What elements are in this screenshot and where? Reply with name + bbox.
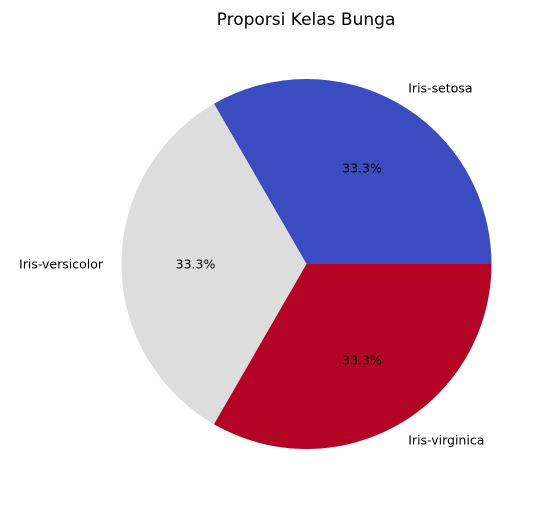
pie-slices [121,78,492,449]
pie-slice-iris-versicolor [121,103,307,425]
chart-title: Proporsi Kelas Bunga [217,10,396,30]
slice-label-iris-setosa: Iris-setosa [408,80,472,95]
pie-slice-iris-setosa [214,78,492,264]
pct-label-iris-setosa: 33.3% [342,160,382,175]
pie-labels: Iris-setosa 33.3% Iris-versicolor 33.3% Iris… [19,80,484,447]
pct-label-iris-virginica: 33.3% [342,353,382,368]
slice-label-iris-virginica: Iris-virginica [408,433,484,448]
pie-slice-iris-virginica [214,264,492,449]
pct-label-iris-versicolor: 33.3% [176,257,216,272]
slice-label-iris-versicolor: Iris-versicolor [19,257,104,272]
